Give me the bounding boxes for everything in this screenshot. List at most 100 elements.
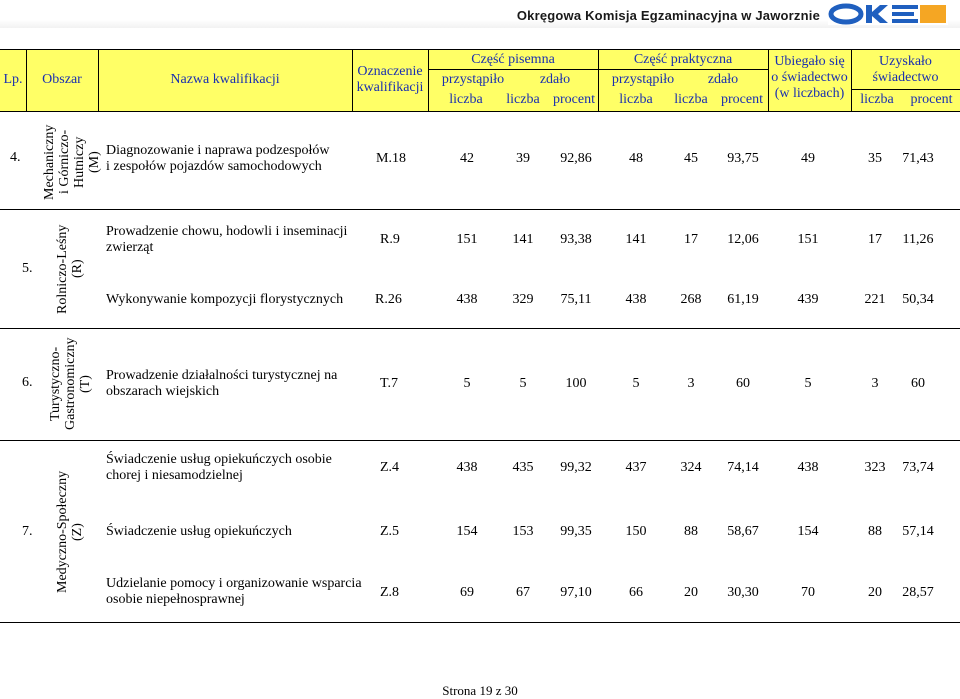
pr-zdalo: 88 [684, 524, 698, 539]
qualification-code: R.9 [380, 232, 400, 247]
pr-procent: 12,06 [727, 232, 759, 247]
group-lp: 4. [10, 150, 21, 165]
header-liczba-3: liczba [619, 92, 653, 107]
p-przystapilo: 438 [456, 460, 478, 475]
obszar-line: Medyczno-Społeczny [55, 470, 70, 594]
header-czesc-praktyczna: Część praktyczna [633, 52, 733, 67]
p-procent: 99,35 [560, 524, 592, 539]
uz-procent: 60 [911, 376, 925, 391]
header-uzyskalo: Uzyskało świadectwo [851, 54, 960, 86]
header-p-przystapilo: przystąpiło [441, 72, 505, 87]
header-procent-1: procent [553, 92, 595, 107]
ubiegalo: 439 [797, 292, 819, 307]
group-obszar: Mechaniczny i Górniczo- Hutniczy (M) [42, 116, 102, 208]
header-nazwa: Nazwa kwalifikacji [170, 72, 280, 87]
qualification-code: T.7 [380, 376, 399, 391]
pr-zdalo: 45 [684, 151, 698, 166]
p-przystapilo: 5 [463, 376, 471, 391]
group-separator [0, 209, 960, 210]
header-uzyskalo-line1: Uzyskało [879, 54, 932, 69]
p-przystapilo: 42 [460, 151, 474, 166]
uz-liczba: 88 [868, 524, 882, 539]
ubiegalo: 49 [801, 151, 815, 166]
name-line: Diagnozowanie i naprawa podzespołów [106, 143, 330, 158]
qualification-name: Wykonywanie kompozycji florystycznych [106, 292, 343, 308]
top-bar: Okręgowa Komisja Egzaminacyjna w Jaworzn… [0, 0, 960, 28]
ubiegalo: 70 [801, 585, 815, 600]
name-line: zwierząt [106, 240, 154, 255]
p-procent: 97,10 [560, 585, 592, 600]
name-line: Świadczenie usług opiekuńczych osobie [106, 452, 332, 467]
p-procent: 99,32 [560, 460, 592, 475]
p-przystapilo: 154 [456, 524, 478, 539]
pr-przystapilo: 141 [625, 232, 647, 247]
pr-zdalo: 3 [687, 376, 695, 391]
p-zdalo: 435 [512, 460, 534, 475]
uz-liczba: 3 [871, 376, 879, 391]
name-line: Wykonywanie kompozycji florystycznych [106, 292, 344, 307]
qualification-name: Świadczenie usług opiekuńczych [106, 524, 292, 540]
header-obszar: Obszar [42, 72, 82, 87]
obszar-line: (T) [78, 375, 93, 393]
p-procent: 92,86 [560, 151, 592, 166]
qualification-code: M.18 [376, 151, 406, 166]
group-obszar: Turystyczno- Gastronomiczny (T) [48, 334, 93, 434]
qualification-code: Z.5 [380, 524, 400, 539]
name-line: Prowadzenie działalności turystycznej na [106, 368, 338, 383]
group-obszar: Medyczno-Społeczny (Z) [55, 448, 85, 616]
pr-procent: 93,75 [727, 151, 759, 166]
table-header: Lp. Obszar Nazwa kwalifikacji Oznaczenie… [0, 49, 960, 112]
header-ubiegalo: Ubiegało się o świadectwo (w liczbach) [768, 54, 851, 102]
uz-procent: 71,43 [902, 151, 934, 166]
name-line: i zespołów pojazdów samochodowych [106, 159, 322, 174]
header-oznaczenie: Oznaczenie kwalifikacji [352, 64, 428, 96]
organization-name: Okręgowa Komisja Egzaminacyjna w Jaworzn… [516, 8, 820, 23]
header-liczba-4: liczba [674, 92, 708, 107]
p-zdalo: 39 [516, 151, 530, 166]
obszar-line: Rolniczo-Leśny [55, 224, 70, 314]
header-ubiegalo-line1: Ubiegało się [774, 54, 845, 69]
group-separator [0, 440, 960, 441]
obszar-line: (M) [87, 151, 102, 173]
header-liczba-2: liczba [506, 92, 540, 107]
pr-procent: 74,14 [727, 460, 759, 475]
obszar-line: Turystyczno- [48, 346, 63, 422]
pr-przystapilo: 438 [625, 292, 647, 307]
header-procent-2: procent [721, 92, 763, 107]
pr-zdalo: 20 [684, 585, 698, 600]
obszar-line: Hutniczy [72, 136, 87, 188]
uz-liczba: 323 [864, 460, 886, 475]
header-oznaczenie-line1: Oznaczenie [357, 64, 423, 79]
uz-procent: 28,57 [902, 585, 934, 600]
pr-przystapilo: 5 [632, 376, 640, 391]
name-line: obszarach wiejskich [106, 384, 220, 399]
obszar-line: Mechaniczny [42, 124, 57, 200]
pr-procent: 61,19 [727, 292, 759, 307]
pr-przystapilo: 150 [625, 524, 647, 539]
ubiegalo: 154 [797, 524, 819, 539]
qualification-name: Diagnozowanie i naprawa podzespołów i ze… [106, 143, 330, 175]
uz-liczba: 221 [864, 292, 886, 307]
group-separator [0, 622, 960, 623]
ubiegalo: 5 [804, 376, 812, 391]
group-obszar: Rolniczo-Leśny (R) [55, 215, 85, 323]
uz-procent: 73,74 [902, 460, 934, 475]
name-line: Świadczenie usług opiekuńczych [106, 524, 292, 539]
pr-przystapilo: 437 [625, 460, 647, 475]
header-oznaczenie-line2: kwalifikacji [356, 80, 424, 95]
group-separator [0, 328, 960, 329]
uz-liczba: 20 [868, 585, 882, 600]
name-line: chorej i niesamodzielnej [106, 468, 243, 483]
pr-zdalo: 17 [684, 232, 698, 247]
qualification-code: R.26 [375, 292, 402, 307]
header-czesc-pisemna: Część pisemna [471, 52, 555, 67]
qualification-name: Udzielanie pomocy i organizowanie wsparc… [106, 576, 362, 608]
qualification-name: Prowadzenie chowu, hodowli i inseminacji… [106, 224, 347, 256]
uz-liczba: 17 [868, 232, 882, 247]
qualification-code: Z.8 [380, 585, 400, 600]
group-lp: 7. [22, 524, 33, 539]
header-pr-przystapilo: przystąpiło [611, 72, 675, 87]
uz-procent: 50,34 [902, 292, 934, 307]
p-procent: 93,38 [560, 232, 592, 247]
p-procent: 100 [565, 376, 587, 391]
